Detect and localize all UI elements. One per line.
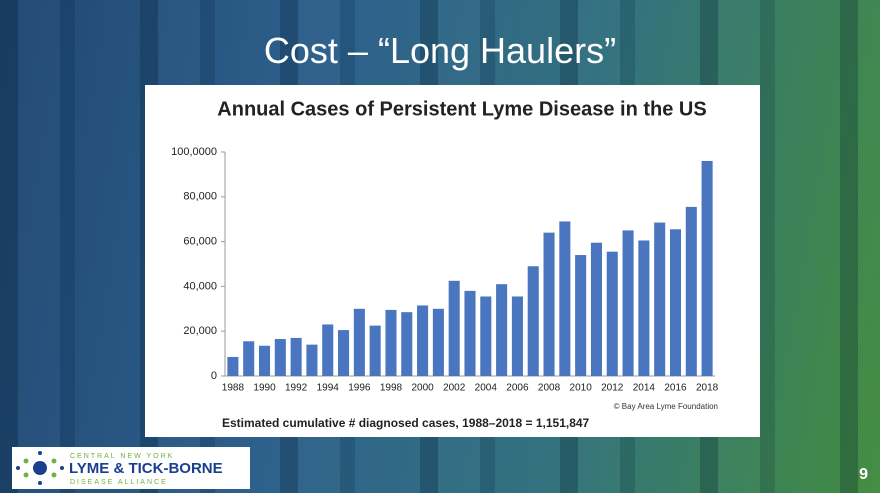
bar: [559, 221, 570, 376]
x-tick-label: 2016: [664, 383, 687, 394]
x-tick-label: 1996: [348, 383, 371, 394]
bar: [385, 310, 396, 376]
x-tick-label: 2018: [696, 383, 719, 394]
x-tick-label: 1998: [380, 383, 403, 394]
bar: [512, 296, 523, 376]
bar: [433, 309, 444, 376]
logo: CENTRAL NEW YORK LYME & TICK-BORNE DISEA…: [12, 447, 250, 489]
bar: [259, 346, 270, 376]
x-tick-label: 2010: [570, 383, 593, 394]
x-tick-label: 2008: [538, 383, 561, 394]
bar: [275, 339, 286, 376]
bar: [591, 243, 602, 376]
chart: Annual Cases of Persistent Lyme Disease …: [145, 85, 760, 437]
x-tick-label: 2004: [475, 383, 498, 394]
bar: [575, 255, 586, 376]
y-tick-label: 80,000: [183, 191, 217, 203]
bar: [544, 233, 555, 376]
bar: [370, 326, 381, 376]
logo-line: LYME & TICK-BORNE: [69, 460, 223, 477]
bar: [306, 345, 317, 376]
x-tick-label: 2002: [443, 383, 466, 394]
bar: [291, 338, 302, 376]
slide: Cost – “Long Haulers” Annual Cases of Pe…: [0, 0, 880, 493]
y-tick-label: 0: [211, 370, 217, 382]
y-tick-label: 60,000: [183, 236, 217, 248]
bar: [623, 230, 634, 376]
chart-title: Annual Cases of Persistent Lyme Disease …: [217, 98, 706, 120]
x-tick-label: 2000: [411, 383, 434, 394]
y-tick-label: 40,000: [183, 280, 217, 292]
bar: [670, 229, 681, 376]
x-tick-label: 2006: [506, 383, 529, 394]
y-tick-label: 100,0000: [171, 146, 217, 158]
bar: [243, 341, 254, 376]
x-tick-label: 1988: [222, 383, 245, 394]
page-number: 9: [859, 466, 868, 484]
x-tick-label: 1992: [285, 383, 308, 394]
footnote: Estimated cumulative # diagnosed cases, …: [222, 416, 590, 430]
bar: [227, 357, 238, 376]
bar: [638, 240, 649, 376]
bar: [417, 305, 428, 376]
bar: [464, 291, 475, 376]
x-tick-label: 2012: [601, 383, 624, 394]
logo-line: CENTRAL NEW YORK: [70, 453, 174, 460]
bar: [338, 330, 349, 376]
slide-title: Cost – “Long Haulers”: [0, 30, 880, 72]
bar: [528, 266, 539, 376]
bar: [480, 296, 491, 376]
logo-line: DISEASE ALLIANCE: [70, 479, 168, 486]
bar: [354, 309, 365, 376]
bar: [449, 281, 460, 376]
bar: [702, 161, 713, 376]
y-tick-label: 20,000: [183, 325, 217, 337]
bar: [686, 207, 697, 376]
bar: [496, 284, 507, 376]
logo-graphic: CENTRAL NEW YORK LYME & TICK-BORNE DISEA…: [12, 447, 250, 489]
source: © Bay Area Lyme Foundation: [614, 402, 718, 411]
bar: [322, 324, 333, 376]
bar: [654, 223, 665, 376]
x-tick-label: 1990: [253, 383, 276, 394]
bar: [401, 312, 412, 376]
x-tick-label: 1994: [317, 383, 340, 394]
bar: [607, 252, 618, 376]
x-tick-label: 2014: [633, 383, 656, 394]
